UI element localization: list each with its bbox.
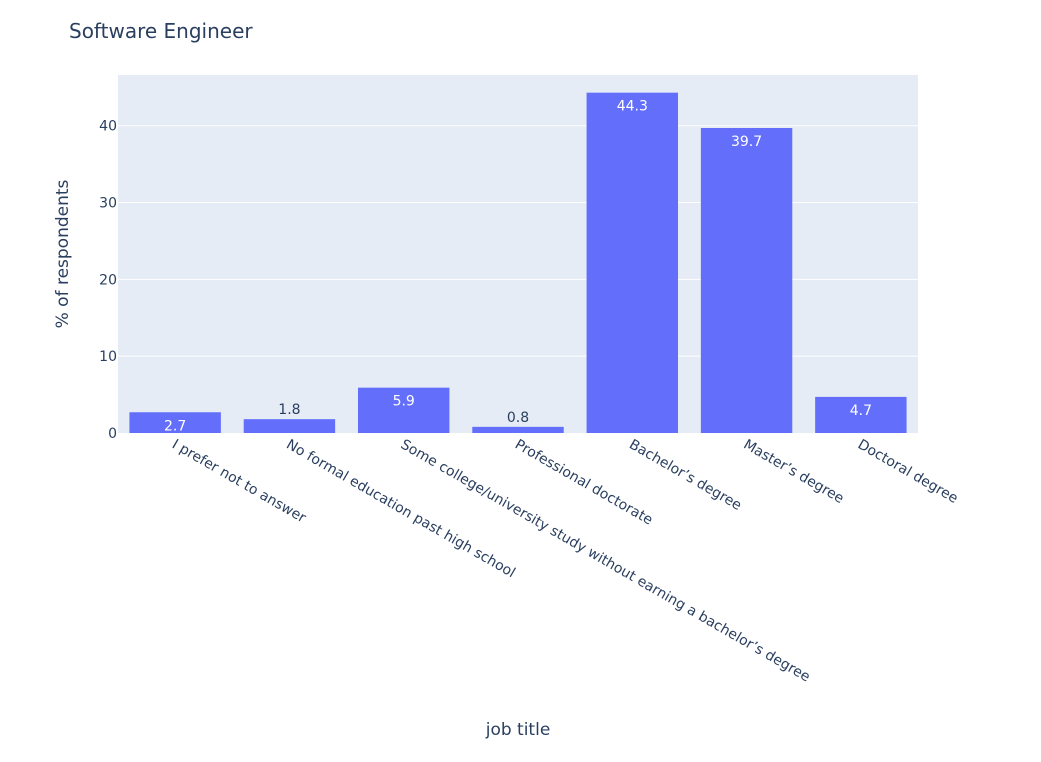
bar (586, 92, 678, 433)
bar (243, 419, 336, 433)
y-tick-label: 40 (99, 119, 117, 135)
x-tick-label: Bachelor’s degree (626, 437, 744, 514)
bar (358, 387, 450, 433)
bar (700, 128, 793, 433)
bar (472, 426, 564, 433)
bar-value-label: 4.7 (850, 403, 872, 419)
plot-area (118, 75, 918, 433)
y-axis-title: % of respondents (53, 179, 73, 328)
x-tick-label: Some college/university study without ea… (398, 437, 813, 686)
bar (129, 412, 221, 433)
y-tick-label: 10 (99, 349, 117, 365)
bar-value-label: 5.9 (393, 394, 415, 410)
bar-value-label: 1.8 (278, 402, 300, 418)
y-axis-ticks: 0 10 20 30 40 (99, 119, 117, 442)
y-tick-label: 30 (99, 196, 117, 212)
bar-value-label: 0.8 (507, 410, 529, 426)
bar (815, 396, 907, 433)
bar-value-label: 39.7 (731, 134, 762, 150)
x-tick-label: No formal education past high school (283, 437, 517, 582)
x-axis-title: job title (485, 720, 551, 740)
x-tick-label: Doctoral degree (855, 437, 961, 507)
chart-title: Software Engineer (69, 19, 253, 43)
bars: 2.7 1.8 5.9 0.8 44.3 39.7 4.7 (129, 92, 907, 434)
bar-value-label: 2.7 (164, 418, 186, 434)
bar-value-label: 44.3 (617, 99, 648, 115)
y-tick-label: 0 (108, 426, 117, 442)
x-tick-label: Master’s degree (741, 437, 847, 507)
y-tick-label: 20 (99, 272, 117, 288)
